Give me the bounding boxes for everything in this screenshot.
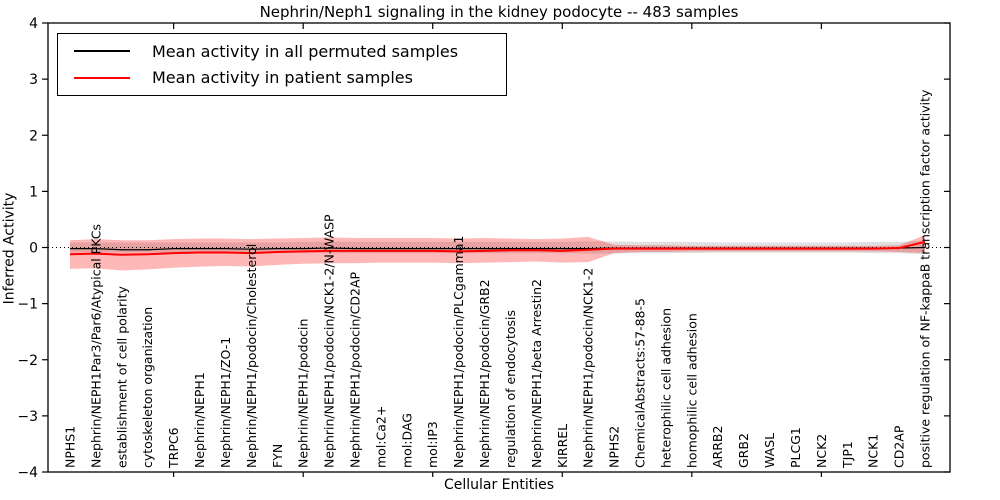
legend-entry-patient: Mean activity in patient samples [58,69,506,87]
x-category-label: NPHS2 [607,426,622,468]
y-tick-label: −4 [17,465,38,481]
x-category-label: ARRB2 [710,426,725,468]
x-category-label: ChemicalAbstracts:57-88-5 [633,298,648,468]
x-category-label: positive regulation of NF-kappaB transcr… [918,89,933,468]
legend-entry-patient-label: Mean activity in patient samples [152,67,413,87]
x-category-label: Nephrin/NEPH1/podocin/PLCgamma1 [451,236,466,468]
x-category-label: Nephrin/NEPH1/podocin/NCK1-2 [581,268,596,468]
x-category-label: NCK1 [866,434,881,468]
x-category-label: CD2AP [892,425,907,468]
legend-entry-permuted: Mean activity in all permuted samples [58,41,506,61]
x-category-label: homophilic cell adhesion [684,313,699,468]
y-tick-label: −1 [17,297,38,313]
x-category-label: PLCG1 [788,427,803,468]
x-category-label: TRPC6 [166,427,181,469]
y-tick-label: 4 [29,16,38,32]
x-category-label: NPHS1 [63,426,78,468]
x-category-label: KIRREL [555,424,570,468]
patient-samples-band [70,235,925,271]
y-axis-label: Inferred Activity [1,192,18,305]
x-category-label: Nephrin/NEPH1/podocin/Cholesterol [244,244,259,468]
x-axis-label: Cellular Entities [443,477,555,493]
x-category-label: WASL [762,433,777,468]
y-tick-label: 0 [29,241,38,257]
x-category-label: regulation of endocytosis [503,310,518,468]
y-tick-label: 2 [29,128,38,144]
x-category-label: Nephrin/NEPH1/beta Arrestin2 [529,279,544,468]
x-category-label: cytoskeleton organization [140,307,155,468]
x-category-label: Nephrin/NEPH1/podocin/NCK1-2/N-WASP [322,214,337,468]
x-category-label: TJP1 [840,441,855,469]
legend-line-patient-swatch [74,76,130,79]
legend-entry-permuted-label: Mean activity in all permuted samples [152,41,459,61]
legend-line-permuted-swatch [74,50,130,53]
chart-title: Nephrin/Neph1 signaling in the kidney po… [259,3,739,21]
x-category-label: Nephrin/NEPH1Par3/Par6/Atypical PKCs [88,224,103,468]
x-category-label: GRB2 [736,433,751,468]
x-category-label: Nephrin/NEPH1/podocin/GRB2 [477,279,492,468]
x-category-label: mol:Ca2+ [373,406,388,468]
x-category-label: Nephrin/NEPH1/podocin [296,319,311,468]
y-tick-label: 1 [29,184,38,200]
x-category-label: mol:IP3 [425,421,440,468]
x-category-label: Nephrin/NEPH1 [192,372,207,468]
x-category-label: heterophilic cell adhesion [658,308,673,468]
legend: Mean activity in all permuted samples Me… [57,33,507,96]
patient-mean-line [69,240,926,256]
y-tick-label: −2 [17,353,38,369]
y-tick-label: 3 [29,72,38,88]
x-category-label: NCK2 [814,434,829,468]
x-category-label: establishment of cell polarity [114,286,129,468]
y-tick-label: −3 [17,409,38,425]
x-category-label: Nephrin/NEPH1/podocin/CD2AP [348,272,363,468]
x-category-label: FYN [270,444,285,468]
x-category-label: Nephrin/NEPH1/ZO-1 [218,337,233,468]
x-category-label: mol:DAG [399,413,414,468]
